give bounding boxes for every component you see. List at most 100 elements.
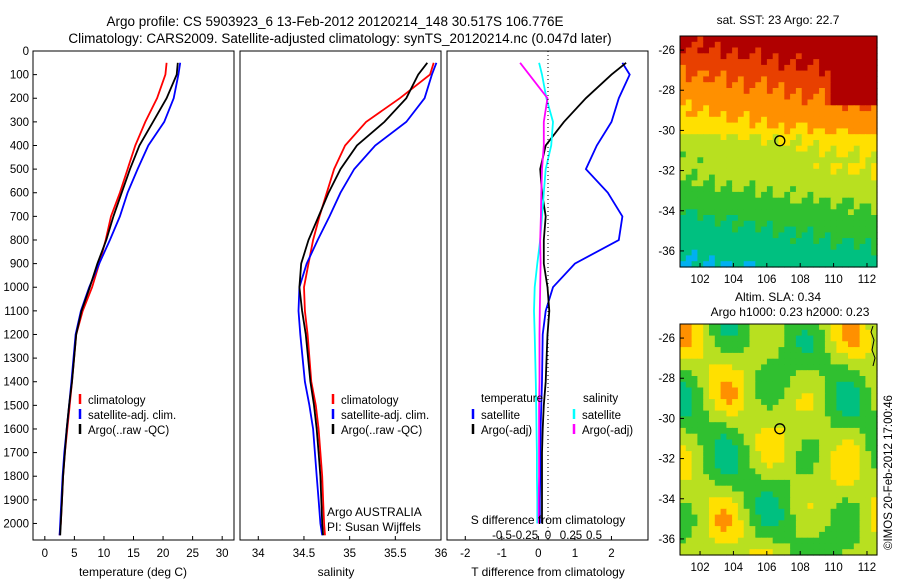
map-cell [865,335,872,342]
map-cell [685,439,693,446]
map-cell [853,526,861,533]
map-cell [871,537,878,545]
map-cell [778,99,785,106]
map-cell [824,485,832,493]
map-y-tick-label: -30 [658,413,675,425]
map-cell [819,445,826,452]
map-cell [714,364,722,371]
map-cell [848,427,855,435]
map-cell [772,226,780,233]
map-cell [755,462,762,469]
title-line-1: Argo profile: CS 5903923_6 13-Feb-2012 2… [106,14,563,29]
map-cell [819,364,826,371]
map-cell [709,226,716,233]
map-cell [871,485,878,493]
map-cell [732,393,739,400]
map-cell [778,381,785,389]
map-cell [766,168,774,176]
y-tick-label: 500 [10,164,29,176]
map-cell [703,479,710,487]
map-cell [703,399,710,406]
map-cell [720,151,727,158]
map-cell [813,416,820,423]
map-cell [720,134,727,141]
map-cell [761,508,768,516]
map-cell [697,445,704,452]
map-cell [709,329,716,337]
map-cell [726,215,733,222]
map-cell [824,226,832,233]
map-y-tick-label: -26 [658,333,675,345]
map-cell [813,445,820,452]
map-cell [691,451,698,458]
map-cell [743,197,751,205]
map-cell [790,226,797,233]
map-cell [790,145,797,153]
map-cell [685,479,693,487]
map-cell [807,203,814,210]
map-cell [703,514,710,521]
map-cell [807,220,814,228]
map-cell [714,122,722,129]
map-cell [784,376,791,383]
map-cell [848,329,855,337]
map-cell [871,503,878,510]
map-cell [685,174,693,181]
map-cell [824,352,832,360]
map-cell [703,261,710,268]
map-cell [737,255,745,262]
map-cell [737,376,745,383]
map-cell [703,197,710,205]
map-cell [726,462,733,469]
map-cell [709,232,716,239]
map-cell [848,422,855,429]
map-cell [720,220,727,228]
map-cell [761,255,768,262]
map-cell [749,180,756,187]
map-cell [830,88,837,95]
map-cell [685,82,693,89]
map-cell [819,209,826,216]
map-cell [848,226,855,233]
map-cell [749,209,756,216]
map-cell [703,347,710,354]
map-cell [865,145,872,153]
map-cell [848,410,855,417]
map-cell [697,416,704,423]
map-cell [848,191,855,199]
map-cell [865,99,872,106]
map-cell [795,105,803,112]
map-cell [709,174,716,181]
map-cell [761,531,768,539]
map-cell [766,531,774,539]
map-cell [755,140,762,147]
map-cell [726,427,733,435]
map-cell [871,226,878,233]
map-cell [778,70,785,77]
map-cell [819,220,826,228]
map-cell [784,226,791,233]
map-cell [772,163,780,170]
map-cell [865,358,872,366]
map-cell [720,215,727,222]
map-cell [853,324,861,331]
map-cell [749,116,756,124]
map-cell [848,157,855,164]
map-cell [714,47,722,54]
map-cell [772,238,780,245]
map-cell [801,99,809,106]
map-cell [807,462,814,469]
map-cell [749,404,756,412]
map-cell [871,53,878,60]
map-cell [784,186,791,193]
map-cell [697,232,704,239]
map-cell [807,47,814,54]
map-cell [726,220,733,228]
map-cell [848,209,855,216]
map-cell [784,537,791,545]
map-cell [784,191,791,199]
map-cell [824,261,832,268]
map-cell [732,186,739,193]
map-cell [709,520,716,527]
map-cell [743,168,751,176]
